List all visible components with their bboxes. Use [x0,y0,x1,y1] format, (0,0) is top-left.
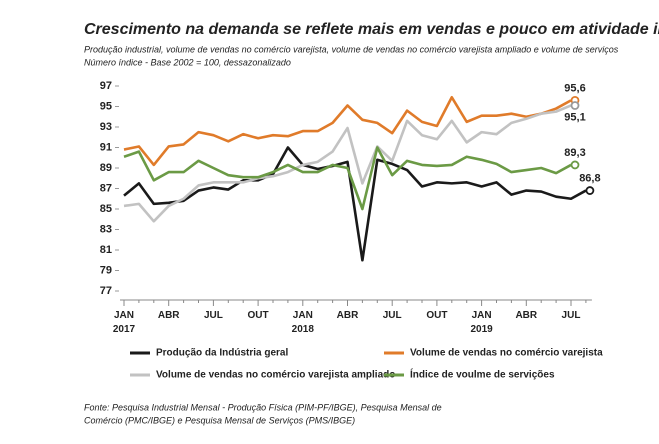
y-tick-label: 81 [100,244,112,256]
end-marker [570,160,580,170]
x-tick-label: JAN 2017 [113,310,136,335]
value-label: 86,8 [579,172,600,184]
series-line [123,104,572,223]
end-marker [570,101,580,110]
x-tick-label: OUT [426,310,447,321]
legend-label: Volume de vendas no comércio varejista [410,348,603,359]
end-marker [585,186,595,195]
y-tick-label: 89 [100,162,112,174]
y-tick-label: 97 [100,80,112,92]
y-tick-label: 83 [100,223,112,235]
y-tick-label: 85 [100,203,112,215]
y-tick-label: 79 [100,264,112,276]
value-label: 95,6 [564,82,585,94]
series-line [123,146,572,211]
source: Comércio (PMC/IBGE) e Pesquisa Mensal de… [84,415,355,425]
series-line [123,146,587,262]
x-tick-label: ABR [337,310,359,321]
legend-label: Produção da Indústria geral [156,348,288,359]
subtitle: Produção industrial, volume de vendas no… [84,44,619,54]
x-tick-label: JUL [562,310,581,321]
y-tick-label: 95 [100,100,112,112]
y-tick-label: 87 [100,182,112,194]
x-tick-label: JAN 2019 [470,310,493,335]
source: Fonte: Pesquisa Industrial Mensal - Prod… [84,402,442,412]
x-tick-label: ABR [515,310,537,321]
value-label: 89,3 [564,147,585,159]
x-tick-label: OUT [248,310,269,321]
x-tick-label: JAN 2018 [292,310,315,335]
legend-label: Volume de vendas no comércio varejista a… [156,370,395,381]
y-tick-label: 93 [100,121,112,133]
subtitle: Número índice - Base 2002 = 100, dessazo… [84,57,291,67]
x-tick-label: ABR [158,310,180,321]
y-tick-label: 77 [100,285,112,297]
chart-title: Crescimento na demanda se reflete mais e… [84,21,659,38]
value-label: 95,1 [564,111,585,123]
legend-label: Índice de voulme de servições [410,368,555,381]
series-line [123,95,572,167]
y-tick-label: 91 [100,141,112,153]
x-tick-label: JUL [204,310,223,321]
x-tick-label: JUL [383,310,402,321]
